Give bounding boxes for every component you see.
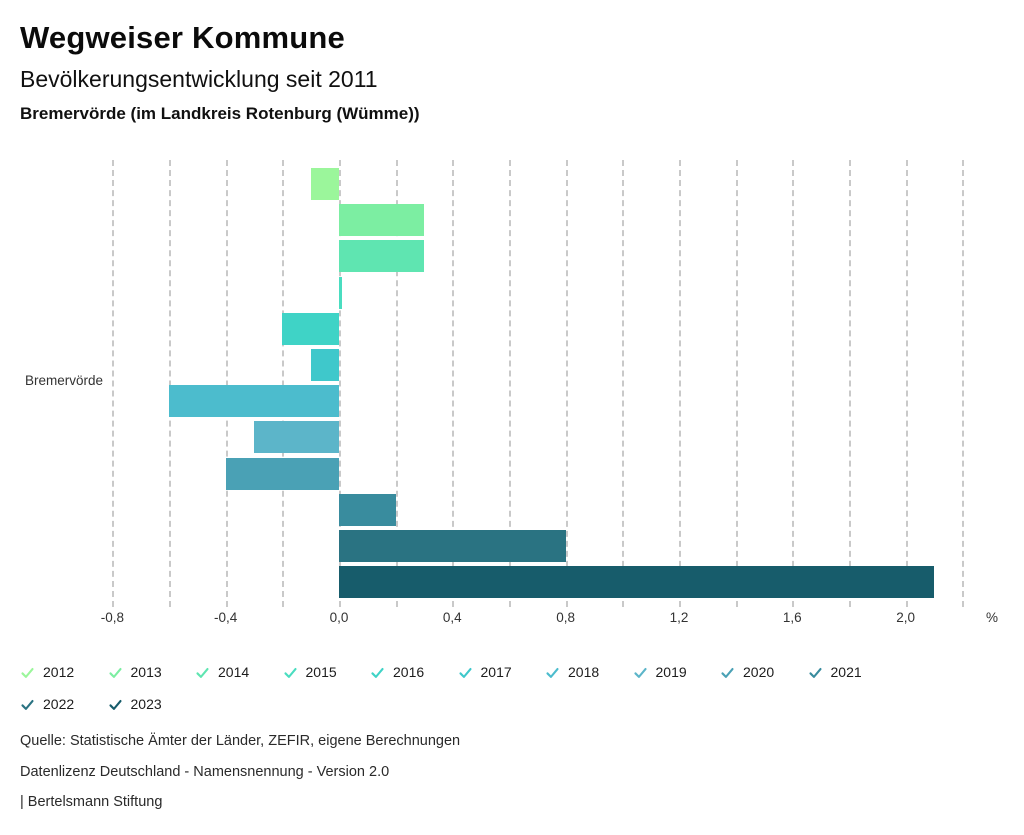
legend-year-label: 2013 — [130, 664, 162, 680]
bar-2013[interactable] — [339, 204, 424, 237]
check-icon — [196, 667, 209, 678]
footer-license: Datenlizenz Deutschland - Namensnennung … — [20, 764, 390, 780]
gridline — [225, 160, 228, 607]
gridline — [395, 160, 398, 607]
gridline — [339, 160, 341, 607]
legend-item-2023[interactable]: 2023 — [108, 688, 196, 720]
gridline — [112, 160, 115, 607]
region-title: Bremervörde (im Landkreis Rotenburg (Wüm… — [20, 104, 420, 123]
legend-year-label: 2014 — [218, 664, 250, 680]
legend-item-2012[interactable]: 2012 — [20, 656, 108, 688]
legend-item-2022[interactable]: 2022 — [20, 688, 108, 720]
legend-item-2017[interactable]: 2017 — [458, 656, 546, 688]
bar-2016[interactable] — [282, 312, 339, 345]
app-title: Wegweiser Kommune — [20, 20, 345, 55]
check-icon — [21, 699, 34, 710]
legend-year-label: 2016 — [393, 664, 425, 680]
bar-2019[interactable] — [254, 421, 339, 454]
check-icon — [21, 667, 34, 678]
x-tick-label: 1,6 — [782, 610, 802, 625]
check-icon — [283, 667, 297, 678]
gridline — [962, 160, 965, 607]
gridline — [905, 160, 908, 607]
bar-chart: Bremervörde -0,8 -0,4 0,0 0,4 0,8 1,2 1,6 2,0% — [0, 160, 1024, 635]
check-icon — [108, 699, 122, 710]
legend-item-2018[interactable]: 2018 — [545, 656, 633, 688]
x-tick-label: 0,8 — [556, 610, 576, 625]
legend-year-label: 2021 — [830, 664, 862, 680]
check-icon — [808, 667, 822, 678]
x-axis-unit-label: % — [985, 610, 998, 625]
x-tick-label: 2,0 — [896, 610, 915, 625]
gridline — [169, 160, 172, 607]
legend-item-2020[interactable]: 2020 — [720, 656, 808, 688]
footer-attribution: | Bertelsmann Stiftung — [20, 794, 163, 810]
check-icon — [458, 667, 472, 678]
x-tick-label: 1,2 — [669, 610, 689, 625]
legend-item-2019[interactable]: 2019 — [633, 656, 721, 688]
legend-year-label: 2022 — [43, 696, 75, 712]
legend-year-label: 2020 — [743, 664, 775, 680]
bar-2018[interactable] — [169, 385, 339, 418]
bar-2014[interactable] — [339, 240, 424, 273]
gridline — [452, 160, 455, 607]
gridline — [565, 160, 568, 607]
check-icon — [633, 667, 647, 678]
legend: 2012 2013 2014 2015 2016 2017 2018 2019 2020 2021… — [20, 656, 910, 720]
legend-year-label: 2018 — [568, 664, 600, 680]
check-icon — [371, 667, 384, 678]
footer-source: Quelle: Statistische Ämter der Länder, Z… — [20, 733, 461, 749]
gridline — [282, 160, 285, 607]
legend-year-label: 2023 — [130, 696, 162, 712]
gridline — [622, 160, 625, 607]
check-icon — [721, 667, 734, 678]
chart-title: Bevölkerungsentwicklung seit 2011 — [20, 66, 378, 92]
gridline — [848, 160, 851, 607]
legend-item-2013[interactable]: 2013 — [108, 656, 196, 688]
gridline — [508, 160, 511, 607]
check-icon — [546, 667, 559, 678]
bar-2022[interactable] — [339, 530, 566, 562]
x-tick-label: -0,8 — [100, 610, 124, 625]
legend-year-label: 2015 — [305, 664, 337, 680]
bar-2020[interactable] — [225, 457, 339, 490]
legend-item-2021[interactable]: 2021 — [808, 656, 896, 688]
x-tick-label: 0,0 — [329, 610, 349, 625]
legend-year-label: 2012 — [43, 664, 75, 680]
legend-item-2016[interactable]: 2016 — [370, 656, 458, 688]
bar-2023[interactable] — [339, 566, 934, 599]
y-axis-label: Bremervörde — [24, 373, 103, 388]
bar-2015[interactable] — [339, 276, 342, 309]
legend-item-2015[interactable]: 2015 — [283, 656, 371, 688]
bar-2021[interactable] — [339, 493, 396, 526]
x-tick-label: 0,4 — [442, 610, 462, 625]
legend-year-label: 2019 — [655, 664, 687, 680]
legend-item-2014[interactable]: 2014 — [195, 656, 283, 688]
bar-2012[interactable] — [310, 168, 339, 200]
bar-2017[interactable] — [310, 349, 339, 381]
gridline — [735, 160, 738, 607]
gridline — [792, 160, 795, 607]
gridline — [678, 160, 681, 607]
x-tick-label: -0,4 — [214, 610, 238, 625]
check-icon — [108, 667, 122, 678]
legend-year-label: 2017 — [480, 664, 512, 680]
